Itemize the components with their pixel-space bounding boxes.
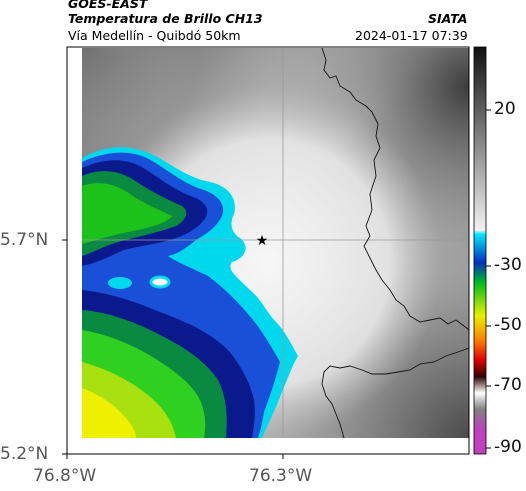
cloud-cell-small bbox=[108, 277, 132, 289]
department-border bbox=[321, 48, 469, 331]
colorbar-label-m90: -90 bbox=[494, 437, 522, 457]
region-label: Vía Medellín - Quibdó 50km bbox=[68, 28, 241, 43]
institution-label: SIATA bbox=[428, 11, 468, 26]
datetime-label: 2024-01-17 07:39 bbox=[355, 28, 468, 43]
colorbar-label-m50: -50 bbox=[494, 315, 522, 335]
colorbar-label-m70: -70 bbox=[494, 375, 522, 395]
satellite-title: GOES-EAST bbox=[68, 0, 148, 11]
product-title: Temperatura de Brillo CH13 bbox=[68, 11, 263, 26]
colorbar bbox=[473, 46, 487, 455]
cloud-green bbox=[82, 183, 172, 244]
river-line bbox=[321, 347, 469, 438]
x-tick-label-76.8: 76.8°W bbox=[33, 466, 97, 486]
satellite-image bbox=[82, 48, 469, 438]
star-marker: ★ bbox=[256, 233, 269, 249]
y-tick-label-5.7: 5.7°N bbox=[0, 230, 49, 250]
colorbar-label-m30: -30 bbox=[494, 255, 522, 275]
axes-border bbox=[66, 46, 470, 455]
cloud-cell bbox=[149, 275, 171, 289]
y-tick-label-5.2: 5.2°N bbox=[0, 444, 49, 464]
x-tick-label-76.3: 76.3°W bbox=[249, 466, 313, 486]
cloud-yellow-lower bbox=[82, 388, 136, 438]
colorbar-label-20: 20 bbox=[494, 99, 516, 119]
